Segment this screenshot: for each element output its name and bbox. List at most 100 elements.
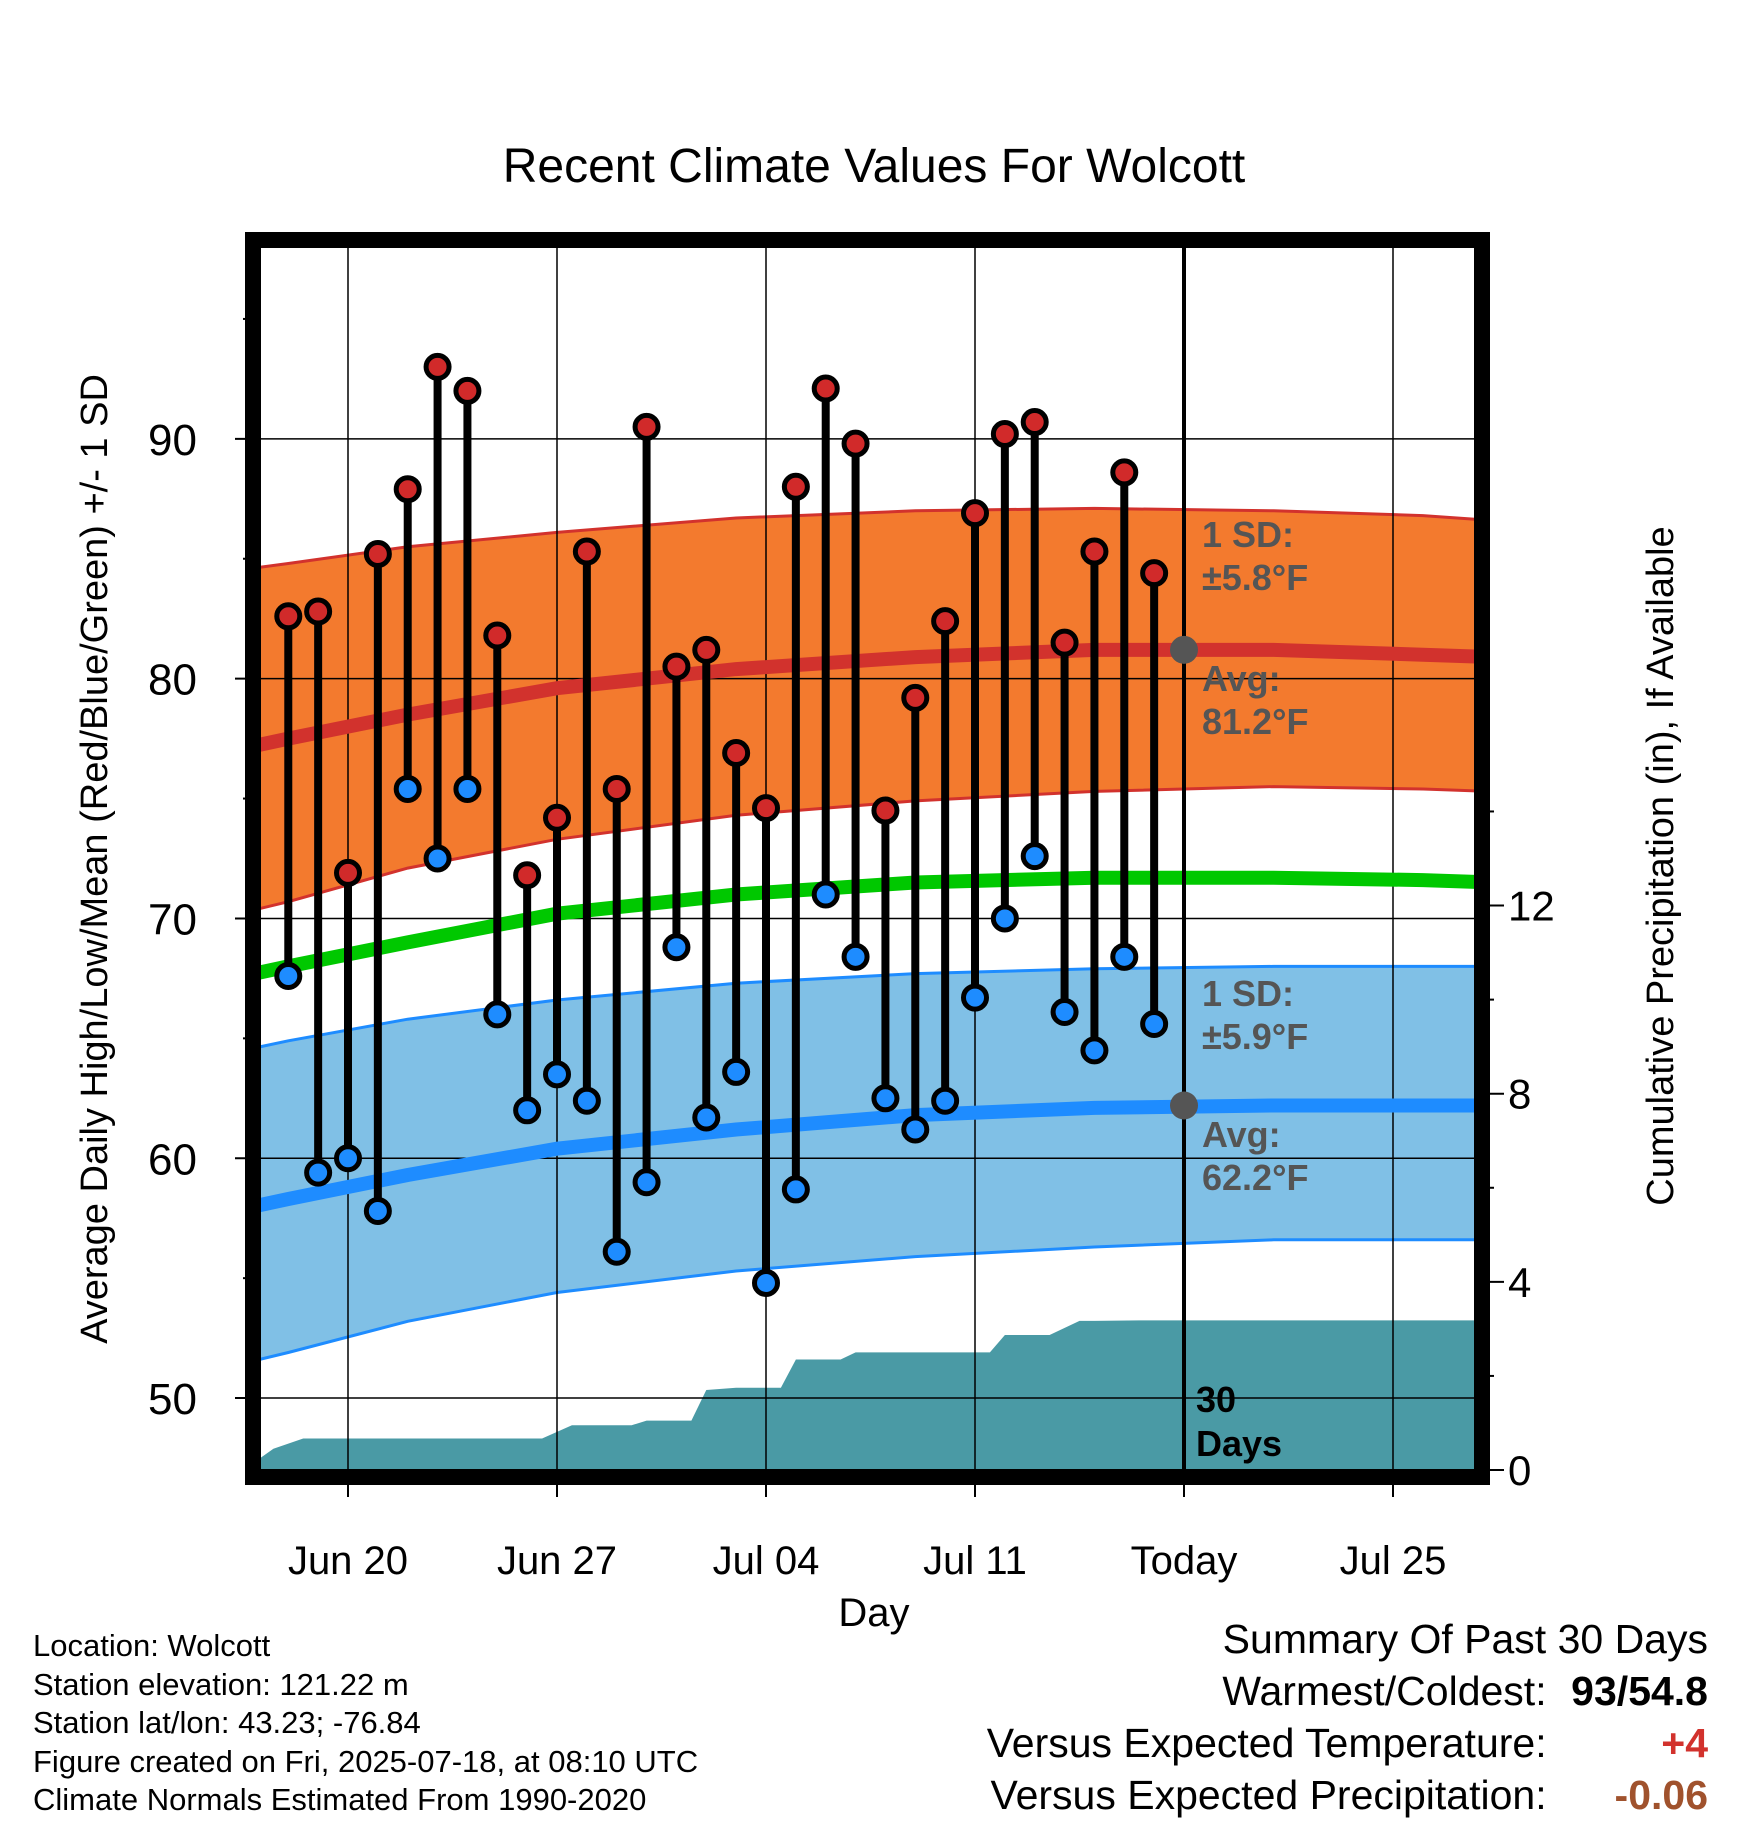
summary-temp: Versus Expected Temperature: +4 — [987, 1717, 1708, 1769]
observed-low-point — [393, 774, 422, 803]
created-text: Figure created on Fri, 2025-07-18, at 08… — [33, 1743, 699, 1779]
low-sd-value: ±5.9°F — [1202, 1016, 1308, 1057]
observed-low-point — [1050, 997, 1079, 1026]
observed-low-point — [871, 1084, 900, 1113]
temp-value: +4 — [1661, 1720, 1708, 1766]
y2-tick-label: 8 — [1508, 1071, 1531, 1118]
observed-low-point — [1110, 942, 1139, 971]
observed-low-point — [692, 1103, 721, 1132]
station-info: Location: Wolcott Station elevation: 121… — [33, 1627, 698, 1820]
observed-high-point — [602, 774, 631, 803]
observed-high-point — [363, 539, 392, 568]
low-avg-label: Avg: — [1202, 1114, 1281, 1155]
observed-low-point — [781, 1175, 810, 1204]
observed-low-point — [961, 983, 989, 1012]
observed-high-point — [304, 597, 333, 626]
observed-low-point — [1080, 1036, 1109, 1065]
observed-low-point — [901, 1115, 930, 1144]
high-avg-label: Avg: — [1202, 658, 1281, 699]
y2-tick-label: 0 — [1508, 1447, 1531, 1494]
y-tick-label: 60 — [148, 1135, 197, 1184]
observed-low-point — [453, 774, 482, 803]
x-tick-label: Jun 20 — [288, 1539, 408, 1583]
observed-high-point — [543, 803, 571, 832]
observed-high-point — [1020, 408, 1049, 437]
days-unit-label: Days — [1196, 1423, 1282, 1464]
observed-high-point — [990, 420, 1019, 449]
observed-high-point — [483, 621, 512, 650]
observed-low-point — [632, 1168, 661, 1197]
observed-high-point — [1110, 458, 1139, 487]
observed-high-point — [513, 861, 542, 890]
summary-precip: Versus Expected Precipitation: -0.06 — [987, 1769, 1709, 1821]
y-tick-label: 50 — [148, 1375, 197, 1424]
observed-low-point — [334, 1144, 362, 1173]
y-tick-label: 80 — [148, 656, 197, 705]
warmest-value: 93 — [1571, 1668, 1617, 1714]
today-low-avg-marker — [1170, 1091, 1198, 1120]
observed-low-point — [662, 933, 691, 962]
elevation-text: Station elevation: 121.22 m — [33, 1666, 409, 1702]
observed-high-point — [961, 499, 989, 528]
observed-high-point — [692, 635, 721, 664]
coldest-value: 54.8 — [1628, 1668, 1708, 1714]
precip-value: -0.06 — [1614, 1772, 1708, 1818]
observed-high-point — [423, 352, 452, 381]
precip-area — [260, 1320, 1475, 1470]
observed-high-point — [931, 607, 960, 636]
observed-high-point — [334, 858, 362, 887]
plot-frame — [245, 232, 1490, 1485]
warm-cold-value: 93/54.8 — [1571, 1668, 1708, 1714]
low-avg-value: 62.2°F — [1202, 1157, 1308, 1198]
observed-low-point — [602, 1237, 631, 1266]
observed-low-point — [274, 962, 303, 991]
observed-low-point — [363, 1197, 392, 1226]
observed-high-point — [274, 602, 303, 631]
precip-label: Versus Expected Precipitation: — [990, 1772, 1547, 1818]
summary-title: Summary Of Past 30 Days — [1222, 1616, 1708, 1662]
y-axis-label: Average Daily High/Low/Mean (Red/Blue/Gr… — [74, 374, 116, 1344]
observed-low-point — [990, 904, 1019, 933]
observed-low-point — [931, 1086, 960, 1115]
summary-panel: Summary Of Past 30 Days Warmest/Coldest:… — [987, 1613, 1708, 1821]
low-sd-label: 1 SD: — [1202, 973, 1294, 1014]
y-tick-label: 70 — [148, 895, 197, 944]
observed-high-point — [1050, 628, 1079, 657]
observed-low-point — [841, 942, 870, 971]
observed-high-point — [1080, 537, 1109, 566]
y2-tick-label: 4 — [1508, 1259, 1531, 1306]
observed-low-point — [513, 1096, 542, 1125]
high-sd-value: ±5.8°F — [1202, 557, 1308, 598]
observed-low-point — [1140, 1009, 1169, 1038]
observed-low-point — [483, 1000, 512, 1029]
observed-high-point — [632, 412, 661, 441]
observed-low-point — [572, 1086, 601, 1115]
observed-high-point — [722, 738, 751, 767]
high-avg-value: 81.2°F — [1202, 701, 1308, 742]
observed-high-point — [781, 472, 810, 501]
temp-label: Versus Expected Temperature: — [986, 1720, 1547, 1766]
observed-high-point — [752, 794, 780, 823]
observed-low-point — [543, 1060, 571, 1089]
days-count-label: 30 — [1196, 1379, 1236, 1420]
observed-high-point — [393, 475, 422, 504]
observed-low-point — [423, 844, 452, 873]
today-high-avg-marker — [1170, 635, 1198, 664]
x-tick-label: Jun 27 — [497, 1539, 617, 1583]
observed-high-point — [572, 537, 601, 566]
observed-high-point — [901, 683, 930, 712]
normal-low-line — [260, 1098, 1475, 1213]
observed-low-point — [722, 1057, 751, 1086]
x-tick-label: Today — [1131, 1539, 1238, 1583]
observed-low-point — [752, 1268, 780, 1297]
latlon-text: Station lat/lon: 43.23; -76.84 — [33, 1705, 421, 1740]
y-tick-label: 90 — [148, 416, 197, 465]
observed-high-point — [841, 429, 870, 458]
normals-text: Climate Normals Estimated From 1990-2020 — [33, 1782, 647, 1817]
location-text: Location: Wolcott — [33, 1628, 271, 1663]
chart-title: Recent Climate Values For Wolcott — [503, 140, 1246, 193]
observed-low-point — [304, 1158, 333, 1187]
